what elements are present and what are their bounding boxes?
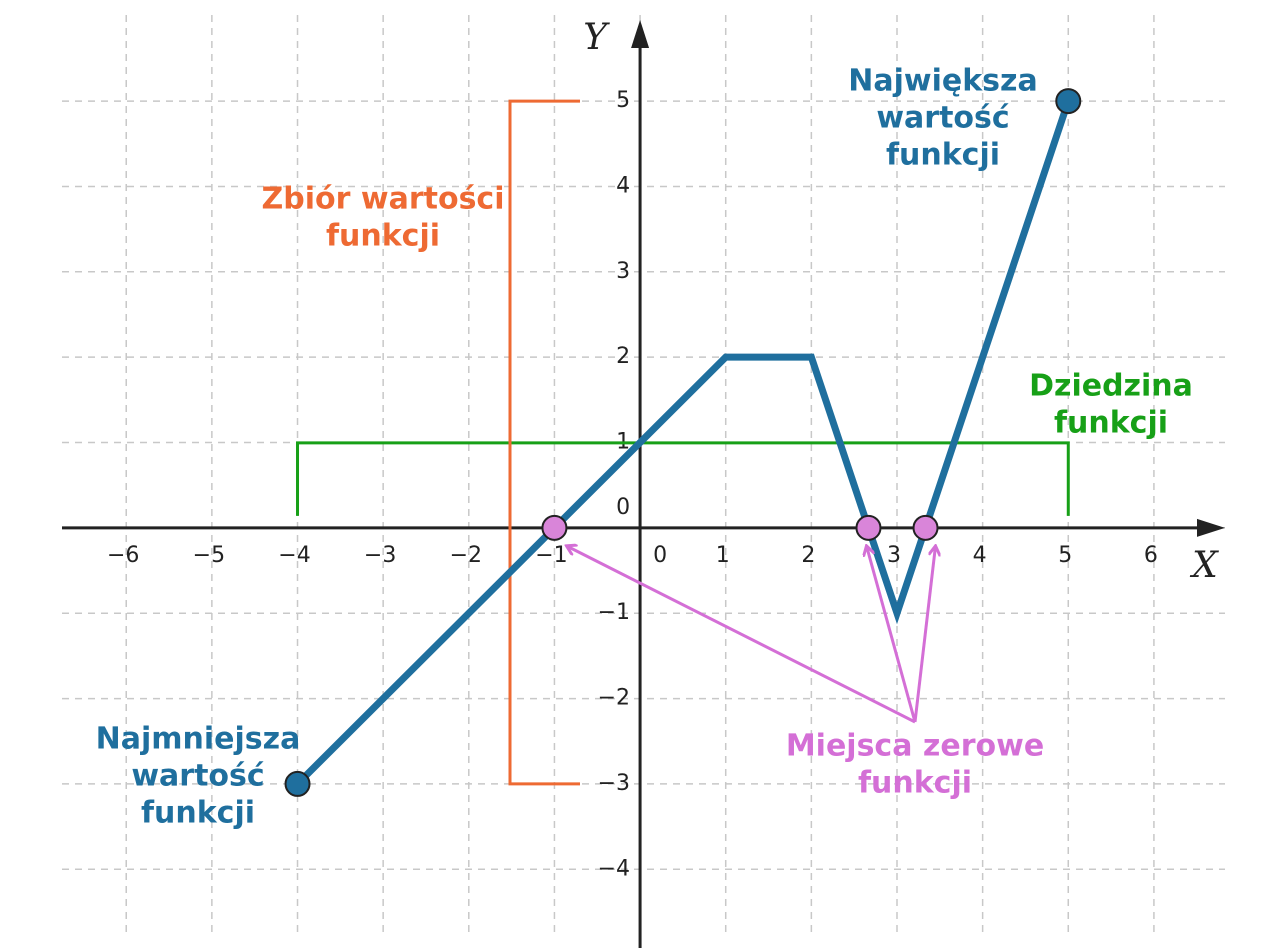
x-tick-label: 1 xyxy=(716,543,730,568)
domain-label: funkcji xyxy=(1054,406,1168,441)
x-tick-label: 2 xyxy=(801,543,815,568)
x-tick-label: −6 xyxy=(107,543,139,568)
zeros-label: funkcji xyxy=(858,766,972,801)
zero-point xyxy=(855,514,882,541)
zero-arrow xyxy=(566,546,916,724)
range-label: Zbiór wartości xyxy=(262,182,505,217)
y-axis-arrow xyxy=(631,20,650,48)
max-point xyxy=(1055,88,1082,115)
y-tick-label: 3 xyxy=(616,259,630,284)
zero-point xyxy=(541,514,568,541)
y-tick-label: −3 xyxy=(598,771,630,796)
y-tick-label: 5 xyxy=(616,88,630,113)
x-tick-label: −1 xyxy=(535,543,567,568)
zero-point xyxy=(912,514,939,541)
y-tick-label: 4 xyxy=(616,173,630,198)
x-tick-label: −3 xyxy=(364,543,396,568)
function-line xyxy=(295,99,1072,787)
domain-label: Dziedzina xyxy=(1029,369,1193,404)
y-tick-label: 0 xyxy=(616,495,630,520)
max-label: wartość xyxy=(876,101,1009,136)
y-tick-label: −2 xyxy=(598,686,630,711)
y-axis-label: Y xyxy=(583,17,610,58)
x-tick-label: 5 xyxy=(1058,543,1072,568)
x-tick-label: −5 xyxy=(193,543,225,568)
x-tick-label: 0 xyxy=(653,543,667,568)
x-tick-label: 4 xyxy=(973,543,987,568)
min-label: funkcji xyxy=(141,796,255,831)
x-tick-label: 6 xyxy=(1144,543,1158,568)
min-label: wartość xyxy=(131,759,264,794)
x-tick-label: −2 xyxy=(450,543,482,568)
x-axis-label: X xyxy=(1189,545,1219,586)
zeros-label: Miejsca zerowe xyxy=(786,729,1044,764)
x-tick-label: −4 xyxy=(278,543,310,568)
range-bracket xyxy=(508,99,580,786)
y-tick-label: 2 xyxy=(616,344,630,369)
range-label: funkcji xyxy=(326,219,440,254)
max-label: Największa xyxy=(848,64,1038,99)
zero-arrow xyxy=(866,546,917,723)
min-label: Najmniejsza xyxy=(96,722,301,757)
max-label: funkcji xyxy=(886,138,1000,173)
y-tick-label: −4 xyxy=(598,856,630,881)
y-tick-label: −1 xyxy=(598,600,630,625)
domain-bracket xyxy=(296,441,1070,516)
zero-arrow xyxy=(913,546,936,723)
x-axis-arrow xyxy=(1197,518,1225,537)
x-tick-label: 3 xyxy=(887,543,901,568)
min-point xyxy=(284,770,311,797)
